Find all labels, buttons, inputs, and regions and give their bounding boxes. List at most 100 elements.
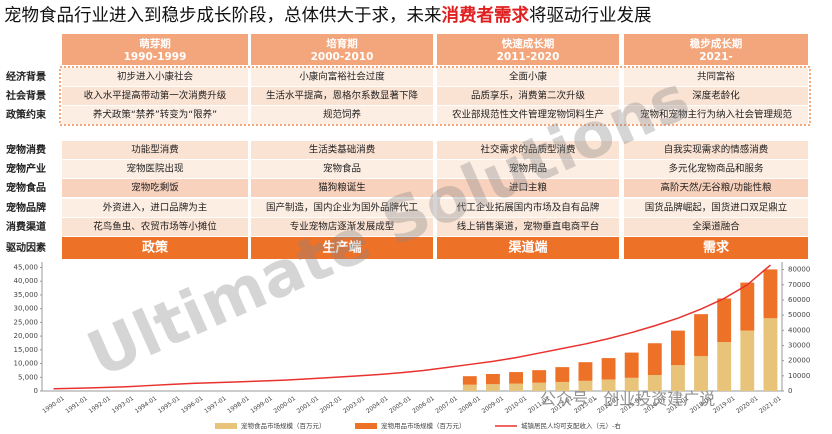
cell-text: 品质享乐，消费第二次升级 [471,90,586,102]
title-part: 将驱动行业发展 [529,6,652,26]
cell [251,218,433,236]
y2-tick-label: 0 [788,387,792,395]
stage-header [251,34,433,65]
y-tick-label: 35,000 [14,291,39,299]
cell [624,106,808,124]
cell [251,199,433,217]
x-tick-label: 1999-01 [249,395,274,415]
bar [532,382,547,391]
x-tick-label: 1994-01 [134,395,159,415]
cell-text: 花鸟鱼虫、农贸市场等小摊位 [93,221,217,233]
driver-text: 政策 [142,240,169,256]
cell [437,141,619,159]
row-label: 宠物产业 [6,162,46,175]
cell [624,68,808,86]
cell [62,218,248,236]
cell-text: 初步进入小康社会 [117,71,194,83]
bar [717,298,732,343]
row-label: 宠物品牌 [6,201,46,214]
cell-text: 宠物医院出现 [126,163,184,175]
row-label: 宠物消费 [6,143,46,156]
cell-text: 代工企业拓展国内市场及自有品牌 [457,202,600,214]
cell [624,199,808,217]
cell [62,87,248,105]
title: 宠物食品行业进入到稳步成长阶段，总体供大于求，未来消费者需求将驱动行业发展 [4,5,652,26]
cell-text: 全渠道融合 [692,221,740,233]
cell [624,160,808,178]
cell-text: 功能型消费 [131,144,179,156]
cell [251,106,433,124]
cell-text: 国货品牌崛起，国货进口双足鼎立 [645,202,788,214]
cell-text: 养犬政策“禁养”转变为“限养” [93,109,217,121]
cell [62,160,248,178]
cell-text: 专业宠物店逐渐发展成型 [290,221,395,233]
stage-name: 快速成长期 [501,37,555,50]
y-tick-label: 40,000 [14,277,39,285]
driver-cell [62,237,248,259]
bar [555,367,570,382]
bar [647,375,662,391]
cell [437,218,619,236]
bar [601,358,616,380]
bar [532,370,547,383]
x-tick-label: 1996-01 [180,395,205,415]
x-tick-label: 1993-01 [111,395,136,415]
cell-text: 收入水平提高带动第一次消费升级 [84,90,227,102]
bar [763,318,778,391]
y-tick-label: 10,000 [14,360,39,368]
cell [62,179,248,197]
stage-name: 稳步成长期 [690,37,743,50]
bar [671,365,685,391]
cell [437,179,619,197]
bar [624,352,639,378]
driver-cell [437,237,619,259]
y-tick-label: 30,000 [14,305,39,313]
title-highlight: 消费者需求 [442,5,530,26]
bar [717,342,732,391]
cell-text: 生活类基础消费 [309,144,376,156]
bar [763,269,778,319]
row-label: 消费渠道 [6,220,46,233]
title-part: 宠物食品行业进入到稳步成长阶段，总体供大于求，未来 [4,6,442,26]
x-tick-label: 1992-01 [88,395,113,415]
x-tick-label: 2003-01 [342,395,367,415]
cell-text: 外资进入，进口品牌为主 [103,202,208,214]
cell [251,141,433,159]
bar [740,330,755,391]
row-label: 宠物食品 [6,181,46,194]
bar [694,314,708,357]
bar [462,384,477,391]
y2-tick-label: 60000 [788,296,810,304]
x-tick-label: 1990-01 [41,395,66,415]
stage-header [624,34,808,65]
bar [486,373,500,385]
driver-text: 渠道端 [507,240,547,256]
bar [694,356,708,391]
y-tick-label: 15,000 [14,346,39,354]
y2-tick-label: 20000 [788,357,810,365]
cell [251,87,433,105]
bar [740,282,755,331]
y-tick-label: 5,000 [18,373,38,381]
cell [437,68,619,86]
driver-cell [624,237,808,259]
cell [624,218,808,236]
y2-tick-label: 10000 [788,372,810,380]
stage-years: 2011-2020 [497,51,560,63]
bar [578,362,593,381]
x-tick-label: 2006-01 [411,395,436,415]
x-tick-label: 2004-01 [365,395,390,415]
cell [251,179,433,197]
x-tick-label: 1998-01 [226,395,251,415]
legend-label: 城镇居民人均可支配收入（元）-右 [521,421,621,430]
x-tick-label: 2021-01 [758,395,783,415]
cell [251,160,433,178]
y-tick-label: 20,000 [14,332,39,340]
cell [437,106,619,124]
cell-text: 自我实现需求的情感消费 [664,144,769,156]
cell-text: 规范饲养 [323,109,362,121]
bar [601,379,616,391]
cell-text: 深度老龄化 [692,90,740,102]
cell-text: 国产制造，国内企业为国外品牌代工 [266,202,419,214]
